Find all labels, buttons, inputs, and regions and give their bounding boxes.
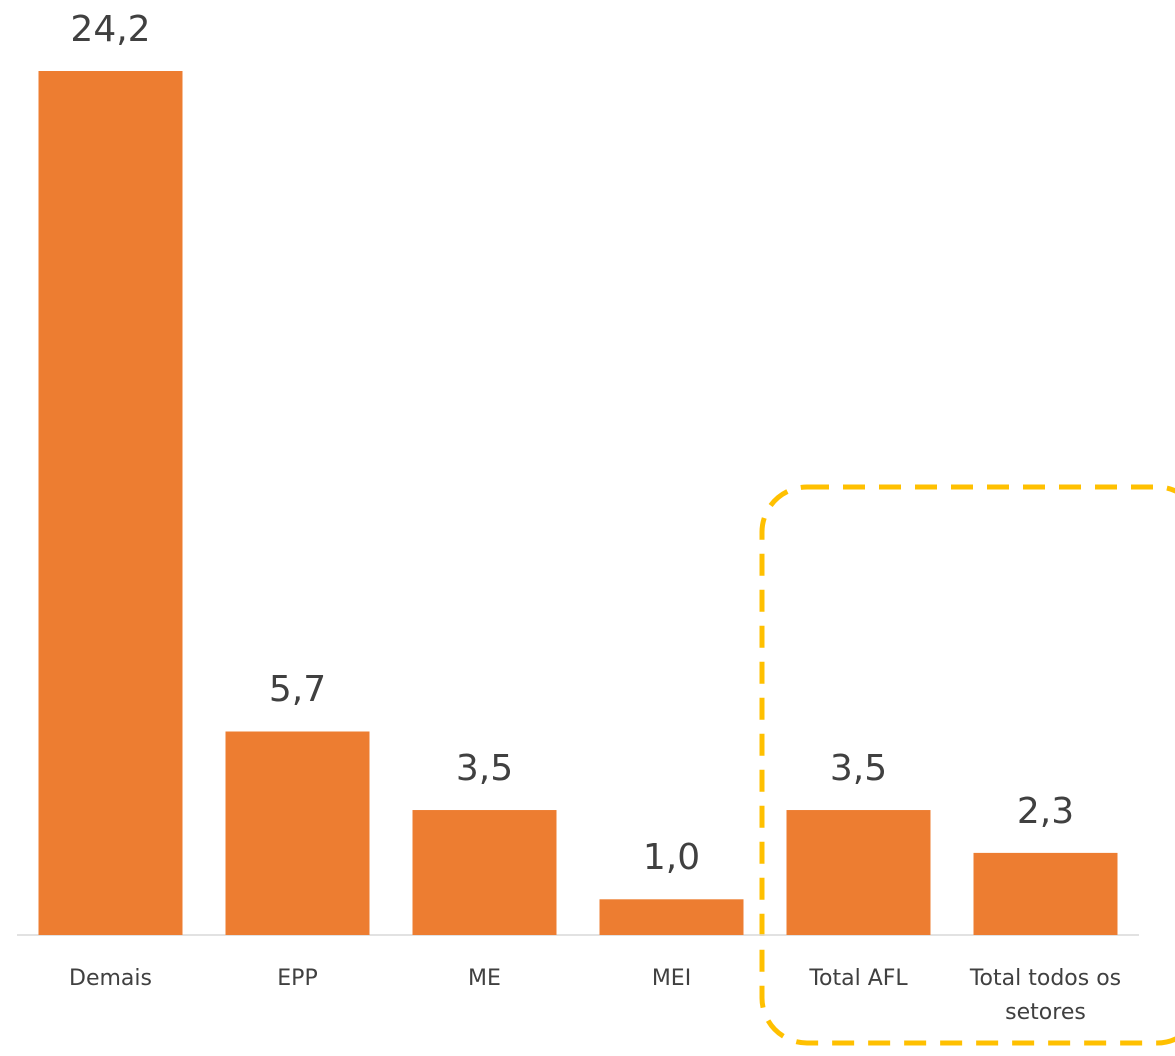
x-tick-label: Demais [69,966,152,991]
bar [225,731,370,935]
highlight-box [759,484,1175,1046]
x-tick-label: MEI [651,966,692,991]
value-label: 3,5 [829,748,888,790]
value-label: 1,0 [642,837,701,879]
bar [38,71,183,935]
bar [786,810,931,935]
x-tick-label: Total AFL [809,966,908,991]
bar [599,899,744,935]
bar [973,852,1118,935]
value-label: 5,7 [268,669,327,711]
value-label: 2,3 [1016,790,1075,832]
value-label: 24,2 [70,9,151,50]
bar [412,810,557,935]
x-tick-label: EPP [277,966,318,991]
x-tick-label: ME [468,966,501,991]
value-label: 3,5 [455,748,514,790]
x-tick-label: Total todos os setores [969,966,1122,1025]
